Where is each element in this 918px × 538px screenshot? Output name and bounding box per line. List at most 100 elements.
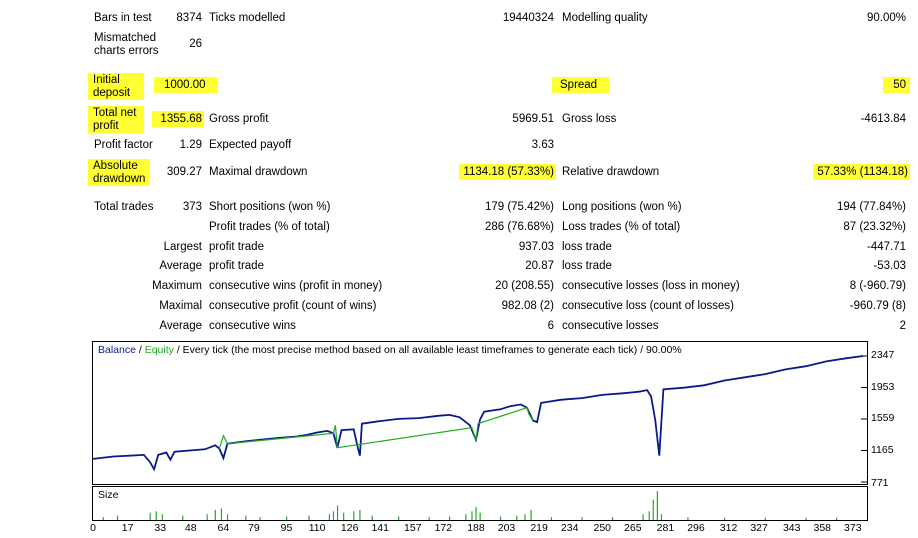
volume-bar-29 <box>516 515 518 520</box>
y-tick-label-3: 1165 <box>871 443 894 456</box>
volume-bar-36 <box>648 511 650 520</box>
x-tick-label-2: 33 <box>154 522 167 534</box>
x-tick-label-9: 141 <box>371 522 389 534</box>
volume-bar-39 <box>660 514 663 520</box>
volume-bar-20 <box>371 515 373 520</box>
volume-bar-8 <box>220 508 223 520</box>
volume-bar-42 <box>764 517 766 520</box>
x-tick-label-8: 126 <box>340 522 359 534</box>
legend-balance: Balance <box>98 344 136 356</box>
gross-loss-value: -4613.84 <box>860 113 906 125</box>
balance-chart-svg <box>92 355 867 483</box>
loss-trades-label: Loss trades (% of total) <box>562 221 681 233</box>
volume-bar-40 <box>687 517 689 520</box>
ticks-modelled-value: 19440324 <box>502 12 554 24</box>
x-tick-label-7: 110 <box>308 522 326 534</box>
volume-bar-15 <box>332 511 335 520</box>
max-consecutive-wins-label: consecutive wins (profit in money) <box>209 280 383 292</box>
volume-bar-28 <box>499 516 502 520</box>
volume-bar-41 <box>723 517 726 520</box>
max-consecutive-losses-label: consecutive losses (loss in money) <box>562 280 740 292</box>
x-tick-label-13: 203 <box>497 522 516 534</box>
initial-deposit-value-text: 1000.00 <box>154 77 218 93</box>
largest-loss-label: loss trade <box>562 241 612 253</box>
volume-bar-5 <box>182 515 184 520</box>
volume-bar-22 <box>428 517 430 520</box>
y-tick-label-2: 1559 <box>871 412 895 424</box>
x-tick-label-20: 312 <box>719 522 738 534</box>
volume-bar-38 <box>656 491 658 520</box>
maximal-drawdown-value: 1134.18 (57.33%) <box>440 164 556 180</box>
absolute-drawdown-label: Absolute drawdown <box>88 159 151 186</box>
volume-bar-10 <box>245 515 247 520</box>
bars-in-test-label: Bars in test <box>94 12 152 24</box>
volume-bar-33 <box>581 517 583 520</box>
legend-equity: Equity <box>144 344 174 356</box>
volume-bar-11 <box>259 517 261 520</box>
expected-payoff-value: 3.63 <box>531 139 554 151</box>
maximum-label: Maximum <box>152 280 202 292</box>
x-tick-label-14: 219 <box>530 522 548 534</box>
x-tick-label-3: 48 <box>184 522 197 534</box>
volume-bar-23 <box>448 516 451 520</box>
relative-drawdown-value-text: 57.33% (1134.18) <box>813 164 910 180</box>
size-panel: Size <box>92 486 868 521</box>
maximal-consecutive-loss-label: consecutive loss (count of losses) <box>562 300 734 312</box>
short-positions-value: 179 (75.42%) <box>484 201 554 213</box>
volume-bar-0 <box>102 517 104 520</box>
volume-bar-16 <box>336 505 339 520</box>
short-positions-label: Short positions (won %) <box>209 201 331 213</box>
x-tick-label-1: 17 <box>121 522 134 534</box>
volume-bar-27 <box>479 512 481 520</box>
x-tick-label-23: 358 <box>813 522 832 534</box>
y-tick-label-1: 1953 <box>871 380 895 393</box>
volume-bar-31 <box>530 509 532 520</box>
modelling-quality-label: Modelling quality <box>562 12 648 24</box>
volume-bar-1 <box>116 515 119 520</box>
x-tick-label-18: 281 <box>656 522 675 534</box>
total-net-profit-label: Total net profit <box>88 106 144 133</box>
maximal-label: Maximal <box>159 300 202 312</box>
average-profit-label: profit trade <box>209 260 264 272</box>
max-consecutive-wins-value: 20 (208.55) <box>495 280 554 292</box>
volume-bar-24 <box>465 514 467 520</box>
loss-trades-value: 87 (23.32%) <box>843 221 906 233</box>
volume-bar-25 <box>471 511 473 520</box>
balance-chart: Balance / Equity / Every tick (the most … <box>92 341 868 485</box>
profit-trades-label: Profit trades (% of total) <box>209 221 330 233</box>
max-consecutive-losses-value: 8 (-960.79) <box>849 280 906 292</box>
average-consecutive-wins-value: 6 <box>547 320 554 332</box>
initial-deposit-value: 1000.00 <box>154 77 218 93</box>
total-net-profit-label-text: Total net profit <box>88 106 144 133</box>
profit-factor-label: Profit factor <box>94 139 153 151</box>
profit-factor-value: 1.29 <box>179 139 202 151</box>
volume-bar-26 <box>475 506 477 520</box>
spread-label-text: Spread <box>552 77 610 93</box>
size-svg <box>102 491 838 520</box>
average-loss-label: loss trade <box>562 260 612 272</box>
x-tick-label-0: 0 <box>90 522 96 534</box>
total-net-profit-value-text: 1355.68 <box>152 111 204 127</box>
total-trades-label: Total trades <box>94 201 154 213</box>
mismatched-errors-value: 26 <box>189 38 202 50</box>
volume-bar-12 <box>286 516 288 520</box>
largest-loss-value: -447.71 <box>866 241 906 253</box>
largest-profit-label: profit trade <box>209 241 264 253</box>
volume-bar-14 <box>328 514 330 520</box>
long-positions-label: Long positions (won %) <box>562 201 682 213</box>
maximal-drawdown-value-text: 1134.18 (57.33%) <box>459 164 556 180</box>
x-tick-label-24: 373 <box>844 522 862 534</box>
x-tick-label-15: 234 <box>560 522 579 534</box>
average-consecutive-label: Average <box>159 320 202 332</box>
relative-drawdown-label: Relative drawdown <box>562 166 660 178</box>
gross-profit-value: 5969.51 <box>512 113 554 125</box>
volume-bar-4 <box>161 514 163 520</box>
volume-bar-32 <box>550 517 553 520</box>
average-loss-value: -53.03 <box>873 260 906 272</box>
x-tick-label-10: 157 <box>404 522 422 534</box>
modelling-quality-value: 90.00% <box>866 12 906 24</box>
volume-bar-21 <box>398 516 400 520</box>
ticks-modelled-label: Ticks modelled <box>209 12 286 24</box>
series-equity-line <box>218 406 534 449</box>
total-net-profit-value: 1355.68 <box>150 111 204 127</box>
